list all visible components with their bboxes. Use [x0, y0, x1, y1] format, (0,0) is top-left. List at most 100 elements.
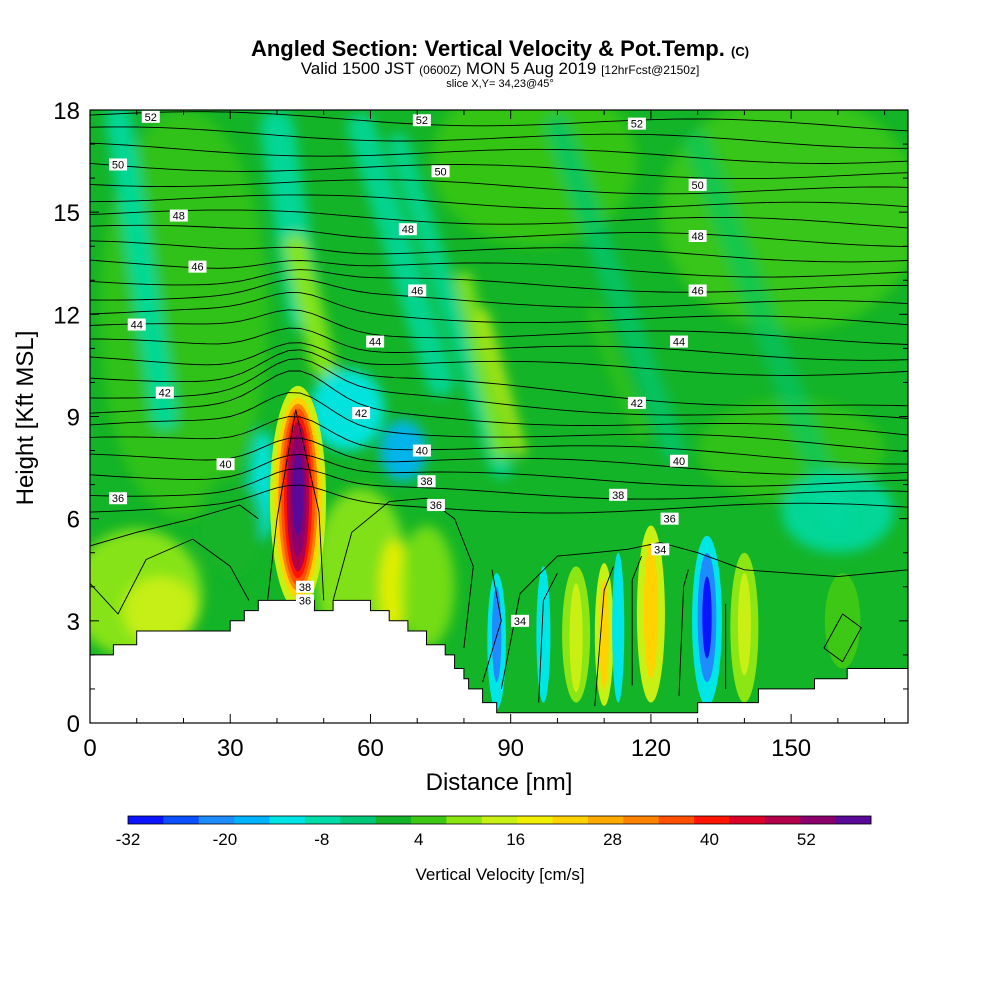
theta-isentrope [90, 278, 908, 308]
theta-label-bg [155, 386, 174, 399]
theta-label: 38 [609, 488, 628, 502]
theta-label-bg [109, 492, 128, 505]
theta-label-bg [669, 454, 688, 467]
theta-label: 52 [141, 110, 160, 124]
velocity-streak [684, 131, 851, 532]
colorbar-swatch [481, 816, 518, 824]
velocity-blob [781, 470, 894, 553]
y-axis-label: Height [Kft MSL] [12, 331, 39, 506]
terrain-profile [90, 599, 908, 723]
theta-label: 36 [660, 512, 679, 526]
theta-label-text: 52 [145, 112, 157, 124]
colorbar-swatch [800, 816, 837, 824]
velocity-core [737, 573, 751, 676]
theta-contour-low [90, 504, 259, 547]
theta-contour-low [267, 409, 325, 601]
theta-label-text: 44 [369, 337, 381, 349]
theta-isentrope [90, 240, 908, 263]
x-tick-label: 30 [217, 735, 244, 762]
theta-label-text: 44 [131, 320, 143, 332]
terrain [90, 599, 908, 723]
theta-isentrope [90, 327, 908, 361]
velocity-core [491, 586, 502, 683]
y-tick-label: 15 [53, 200, 80, 227]
theta-label-text: 36 [663, 514, 675, 526]
colorbar-frame [127, 815, 872, 825]
theta-isentrope [90, 358, 908, 419]
theta-label-text: 48 [173, 211, 185, 223]
theta-isentrope [90, 179, 908, 195]
velocity-core [702, 576, 712, 659]
colorbar-swatch [835, 816, 872, 824]
theta-label-text: 48 [402, 224, 414, 236]
theta-label-bg [609, 488, 628, 501]
theta-isentrope [90, 453, 908, 487]
theta-contour-low [482, 569, 502, 683]
colorbar-swatch [623, 816, 660, 824]
theta-label-text: 38 [299, 582, 311, 594]
theta-isentrope [90, 162, 908, 180]
colorbar-tick-label: 52 [797, 830, 816, 849]
chart-title: Angled Section: Vertical Velocity & Pot.… [250, 36, 750, 61]
theta-label-bg [417, 475, 436, 488]
theta-isentrope [90, 194, 908, 210]
x-tick-label: 90 [497, 735, 524, 762]
theta-label-text: 46 [191, 262, 203, 274]
theta-label-text: 40 [219, 459, 231, 471]
theta-label: 38 [417, 475, 436, 488]
theta-label-text: 50 [112, 159, 124, 171]
theta-label: 46 [188, 260, 207, 274]
x-axis-label: Distance [nm] [426, 769, 573, 796]
theta-isentrope [90, 269, 908, 293]
theta-contour-low [538, 572, 558, 703]
theta-label-bg [627, 396, 646, 409]
theta-isentrope [90, 111, 908, 132]
theta-label-bg [169, 209, 188, 222]
colorbar-swatch [304, 816, 341, 824]
theta-label-bg [511, 614, 530, 627]
theta-contour-low [332, 497, 474, 649]
velocity-blob [379, 419, 427, 482]
theta-label: 34 [511, 614, 530, 628]
x-tick-label: 0 [83, 735, 96, 762]
theta-labels: 52 52 52 50 50 50 48 48 48 46 46 46 44 44 44 42 42 42 40 40… [109, 110, 707, 628]
theta-label: 44 [127, 318, 146, 332]
theta-label-bg [651, 543, 670, 556]
theta-label-bg [109, 158, 128, 171]
velocity-streak [347, 113, 455, 397]
theta-label-bg [669, 335, 688, 348]
theta-label-bg [688, 284, 707, 297]
colorbar-swatch [446, 816, 483, 824]
theta-label-text: 50 [692, 180, 704, 192]
velocity-core [292, 453, 304, 536]
theta-label: 36 [426, 499, 445, 512]
theta-label-text: 46 [692, 285, 704, 297]
colorbar-tick-label: -20 [213, 830, 238, 849]
theta-label-text: 42 [355, 408, 367, 420]
y-tick-label: 18 [53, 98, 80, 125]
x-tick-label: 150 [771, 735, 811, 762]
slice-info: slice X,Y= 34,23@45° [446, 78, 554, 90]
theta-label-text: 36 [430, 500, 442, 512]
theta-label: 48 [169, 209, 188, 223]
theta-label-text: 44 [673, 337, 685, 349]
y-tick-label: 3 [67, 609, 80, 636]
y-tick-label: 0 [67, 711, 80, 738]
colorbar-tick-label: 28 [603, 830, 622, 849]
theta-isentrope [90, 224, 908, 248]
colorbar-swatch [552, 816, 589, 824]
theta-label: 50 [109, 158, 128, 171]
x-axis: 0 30 60 90 120 150 [83, 110, 886, 762]
theta-isentrope [90, 416, 908, 465]
theta-label-bg [688, 178, 707, 191]
velocity-streak [586, 306, 650, 442]
theta-label: 36 [296, 594, 315, 607]
theta-label-bg [431, 165, 450, 178]
velocity-blob [122, 576, 198, 645]
theta-label: 48 [398, 223, 417, 236]
colorbar-tick-label: 4 [414, 830, 423, 849]
chart-subtitle: Valid 1500 JST (0600Z) MON 5 Aug 2019 [1… [300, 59, 700, 78]
theta-label-bg [366, 335, 385, 348]
theta-label-text: 42 [631, 398, 643, 410]
velocity-cores [269, 385, 861, 710]
